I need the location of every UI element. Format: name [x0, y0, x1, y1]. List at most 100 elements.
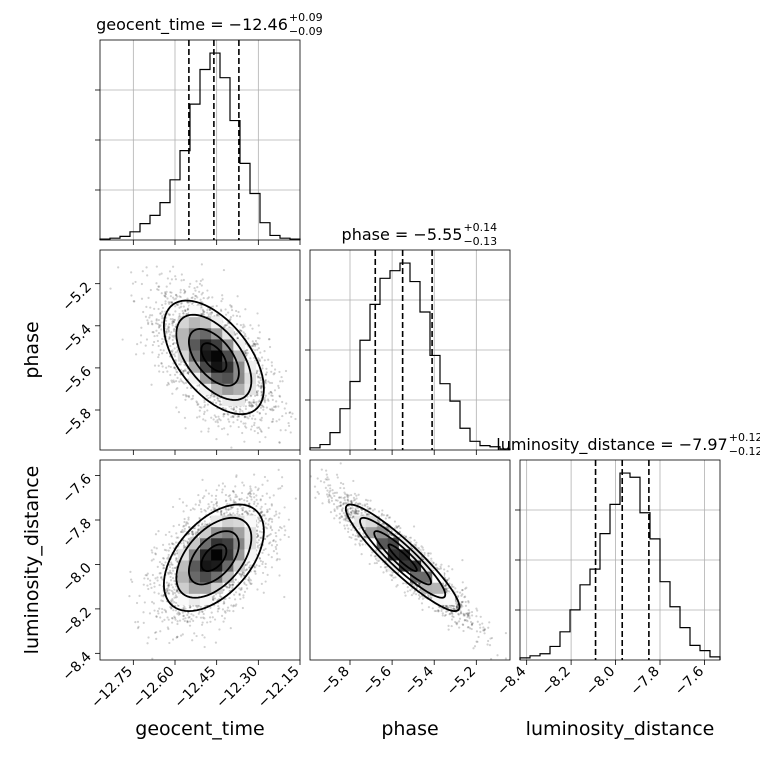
scatter-point: [158, 229, 160, 231]
scatter-point: [262, 561, 264, 563]
scatter-point: [169, 282, 171, 284]
scatter-point: [266, 371, 268, 373]
scatter-point: [233, 491, 235, 493]
scatter-point: [192, 507, 194, 509]
scatter-point: [205, 489, 207, 491]
scatter-point: [146, 642, 148, 644]
scatter-point: [196, 286, 198, 288]
scatter-point: [171, 381, 173, 383]
scatter-point: [211, 312, 213, 314]
scatter-point: [280, 376, 282, 378]
scatter-point: [210, 314, 212, 316]
scatter-point: [217, 416, 219, 418]
scatter-point: [183, 544, 185, 546]
scatter-point: [264, 359, 266, 361]
scatter-point: [172, 506, 174, 508]
scatter-point: [261, 356, 263, 358]
scatter-point: [236, 419, 238, 421]
scatter-point: [173, 366, 175, 368]
scatter-point: [227, 433, 229, 435]
scatter-point: [254, 349, 256, 351]
scatter-point: [189, 606, 191, 608]
scatter-point: [188, 301, 190, 303]
scatter-point: [232, 605, 234, 607]
scatter-point: [232, 421, 234, 423]
scatter-point: [272, 399, 274, 401]
scatter-point: [172, 339, 174, 341]
scatter-point: [161, 595, 163, 597]
scatter-point: [143, 577, 145, 579]
scatter-point: [256, 411, 258, 413]
scatter-point: [245, 584, 247, 586]
scatter-point: [165, 323, 167, 325]
scatter-point: [167, 325, 169, 327]
scatter-point: [254, 486, 256, 488]
scatter-point: [237, 311, 239, 313]
scatter-point: [275, 462, 277, 464]
scatter-point: [262, 572, 264, 574]
scatter-point: [131, 581, 133, 583]
scatter-point: [188, 395, 190, 397]
scatter-point: [141, 283, 143, 285]
scatter-point: [169, 570, 171, 572]
scatter-point: [196, 296, 198, 298]
scatter-point: [162, 341, 164, 343]
scatter-point: [217, 400, 219, 402]
scatter-point: [184, 399, 186, 401]
scatter-point: [251, 418, 253, 420]
scatter-point: [216, 397, 218, 399]
scatter-point: [158, 608, 160, 610]
scatter-point: [157, 308, 159, 310]
scatter-point: [174, 310, 176, 312]
scatter-point: [267, 380, 269, 382]
scatter-point: [167, 588, 169, 590]
scatter-point: [201, 522, 203, 524]
scatter-point: [255, 573, 257, 575]
scatter-point: [174, 374, 176, 376]
scatter-point: [178, 381, 180, 383]
scatter-point: [176, 304, 178, 306]
scatter-point: [220, 300, 222, 302]
scatter-point: [164, 303, 166, 305]
scatter-point: [142, 270, 144, 272]
scatter-point: [170, 535, 172, 537]
scatter-point: [276, 420, 278, 422]
scatter-point: [204, 419, 206, 421]
scatter-point: [150, 587, 152, 589]
scatter-point: [172, 567, 174, 569]
scatter-point: [168, 383, 170, 385]
scatter-point: [183, 305, 185, 307]
scatter-point: [155, 533, 157, 535]
scatter-point: [263, 592, 265, 594]
scatter-point: [168, 642, 170, 644]
scatter-point: [279, 558, 281, 560]
scatter-point: [259, 413, 261, 415]
scatter-point: [200, 617, 202, 619]
scatter-point: [239, 411, 241, 413]
scatter-point: [260, 407, 262, 409]
scatter-point: [172, 318, 174, 320]
scatter-point: [237, 295, 239, 297]
scatter-point: [134, 281, 136, 283]
scatter-point: [275, 540, 277, 542]
scatter-point: [198, 291, 200, 293]
scatter-point: [169, 270, 171, 272]
scatter-point: [255, 564, 257, 566]
scatter-point: [207, 404, 209, 406]
scatter-point: [216, 489, 218, 491]
scatter-point: [265, 522, 267, 524]
scatter-point: [214, 597, 216, 599]
scatter-point: [275, 548, 277, 550]
scatter-point: [166, 370, 168, 372]
scatter-point: [168, 323, 170, 325]
scatter-point: [243, 581, 245, 583]
scatter-point: [263, 549, 265, 551]
scatter-point: [161, 311, 163, 313]
scatter-point: [257, 541, 259, 543]
scatter-point: [281, 485, 283, 487]
scatter-point: [259, 428, 261, 430]
scatter-point: [237, 416, 239, 418]
scatter-point: [235, 591, 237, 593]
scatter-point: [291, 413, 293, 415]
scatter-point: [160, 349, 162, 351]
